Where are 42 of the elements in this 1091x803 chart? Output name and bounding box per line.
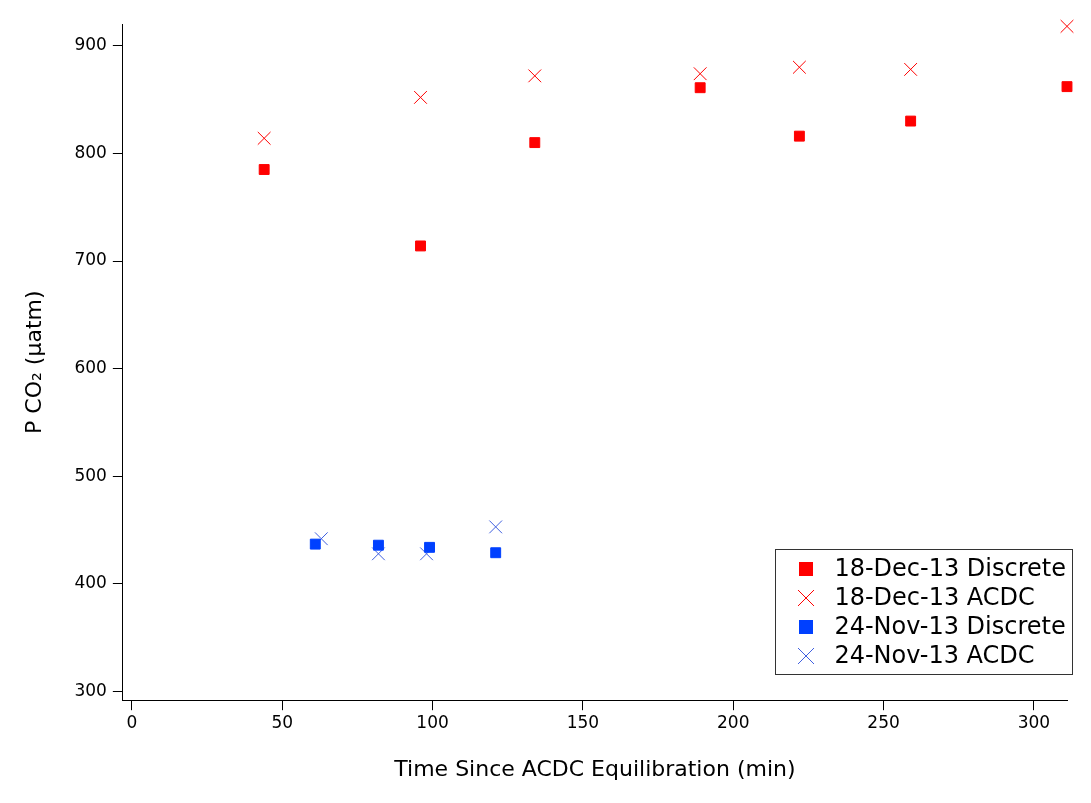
point xyxy=(490,547,502,559)
point xyxy=(527,69,542,83)
y-tick-label: 800 xyxy=(74,141,107,162)
x-tick-label: 200 xyxy=(717,711,750,732)
y-tick-label: 700 xyxy=(74,249,107,270)
y-tick-label: 400 xyxy=(74,572,107,593)
point xyxy=(792,60,807,75)
x-tick-label: 100 xyxy=(416,711,449,732)
x-tick-label: 300 xyxy=(1017,711,1051,732)
point xyxy=(488,520,503,534)
point xyxy=(419,546,434,561)
legend-label: 18-Dec-13 Discrete xyxy=(834,554,1066,583)
y-tick-label: 500 xyxy=(74,464,107,485)
point xyxy=(309,538,321,550)
x-tick-label: 150 xyxy=(566,711,600,732)
point xyxy=(314,531,329,546)
x-tick-label: 50 xyxy=(271,711,294,732)
point xyxy=(903,62,918,77)
point xyxy=(424,541,435,553)
point xyxy=(1061,81,1073,93)
point xyxy=(1060,19,1074,34)
y-tick-label: 600 xyxy=(74,357,107,378)
point xyxy=(693,66,708,81)
point xyxy=(371,546,386,561)
legend-label: 24-Nov-13 Discrete xyxy=(834,612,1066,641)
point xyxy=(529,137,541,149)
point xyxy=(905,115,917,127)
point xyxy=(413,90,428,105)
legend-label: 18-Dec-13 ACDC xyxy=(834,583,1035,612)
point xyxy=(372,539,384,551)
point xyxy=(258,164,270,175)
x-tick-label: 250 xyxy=(867,711,900,732)
y-tick-label: 300 xyxy=(74,680,107,701)
x-tick-label: 0 xyxy=(126,711,138,732)
legend-label: 24-Nov-13 ACDC xyxy=(834,641,1035,670)
point xyxy=(257,131,272,146)
point xyxy=(694,82,706,94)
point xyxy=(793,130,805,142)
y-tick-label: 900 xyxy=(74,34,107,55)
point xyxy=(415,240,426,252)
x-axis-title: Time Since ACDC Equilibration (min) xyxy=(393,755,796,781)
y-axis-title: P CO₂ (μatm) xyxy=(20,290,46,434)
